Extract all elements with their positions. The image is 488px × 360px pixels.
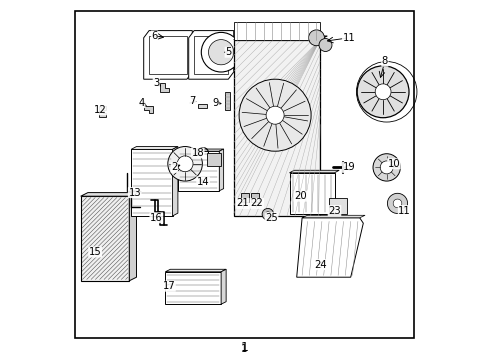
Text: 16: 16 — [150, 213, 163, 223]
Polygon shape — [165, 269, 225, 272]
Polygon shape — [143, 106, 152, 113]
Polygon shape — [129, 193, 136, 281]
Text: 22: 22 — [250, 198, 263, 208]
Bar — [206, 153, 221, 166]
Text: 8: 8 — [381, 56, 387, 66]
Bar — [250, 193, 258, 202]
Bar — [289, 173, 334, 214]
Text: 12: 12 — [94, 105, 107, 115]
Text: 11: 11 — [342, 33, 355, 43]
Polygon shape — [149, 36, 186, 74]
Circle shape — [265, 212, 270, 217]
Bar — [165, 272, 221, 304]
Circle shape — [374, 84, 390, 100]
Circle shape — [177, 156, 193, 172]
Circle shape — [356, 66, 408, 118]
Circle shape — [318, 39, 331, 51]
Bar — [241, 193, 248, 202]
Bar — [233, 22, 320, 40]
Circle shape — [392, 199, 401, 208]
Text: 24: 24 — [313, 260, 326, 270]
Text: 19: 19 — [342, 162, 355, 172]
Circle shape — [167, 147, 202, 181]
Bar — [81, 196, 129, 281]
Text: 2: 2 — [171, 162, 177, 172]
Text: 5: 5 — [224, 47, 231, 57]
Circle shape — [386, 193, 407, 213]
Text: 7: 7 — [189, 96, 195, 106]
Polygon shape — [178, 149, 223, 151]
Text: 9: 9 — [212, 98, 219, 108]
Circle shape — [201, 32, 241, 72]
Polygon shape — [81, 193, 136, 196]
Text: 15: 15 — [88, 247, 102, 257]
Polygon shape — [224, 92, 230, 110]
Text: 18: 18 — [191, 148, 203, 158]
Text: 10: 10 — [387, 159, 399, 169]
Text: 20: 20 — [293, 191, 306, 201]
Polygon shape — [221, 269, 225, 304]
Polygon shape — [296, 218, 363, 277]
Text: 17: 17 — [162, 281, 175, 291]
Polygon shape — [302, 215, 365, 218]
Bar — [233, 40, 320, 216]
Circle shape — [380, 161, 392, 174]
Bar — [328, 198, 346, 214]
Polygon shape — [99, 106, 106, 117]
Text: 23: 23 — [327, 206, 340, 216]
Polygon shape — [219, 149, 223, 191]
Text: 13: 13 — [128, 188, 141, 198]
Polygon shape — [197, 104, 206, 108]
Circle shape — [262, 208, 273, 220]
Circle shape — [239, 79, 310, 151]
Polygon shape — [194, 36, 228, 74]
Text: 6: 6 — [151, 31, 157, 41]
Polygon shape — [160, 83, 168, 92]
Text: 14: 14 — [196, 177, 209, 187]
Circle shape — [308, 30, 324, 46]
Circle shape — [208, 40, 233, 65]
Polygon shape — [188, 31, 233, 79]
Text: 1: 1 — [241, 344, 247, 354]
Text: 25: 25 — [264, 213, 277, 223]
Polygon shape — [172, 147, 178, 216]
Polygon shape — [143, 31, 192, 79]
Circle shape — [265, 106, 284, 124]
Text: 4: 4 — [139, 98, 145, 108]
Bar — [131, 149, 172, 216]
Text: 1: 1 — [240, 341, 248, 354]
Text: 21: 21 — [236, 198, 248, 208]
Text: 11: 11 — [398, 206, 410, 216]
Polygon shape — [131, 147, 178, 149]
Polygon shape — [233, 36, 326, 40]
Bar — [178, 151, 219, 191]
Text: 3: 3 — [153, 78, 159, 88]
Polygon shape — [289, 170, 339, 173]
Circle shape — [372, 154, 400, 181]
